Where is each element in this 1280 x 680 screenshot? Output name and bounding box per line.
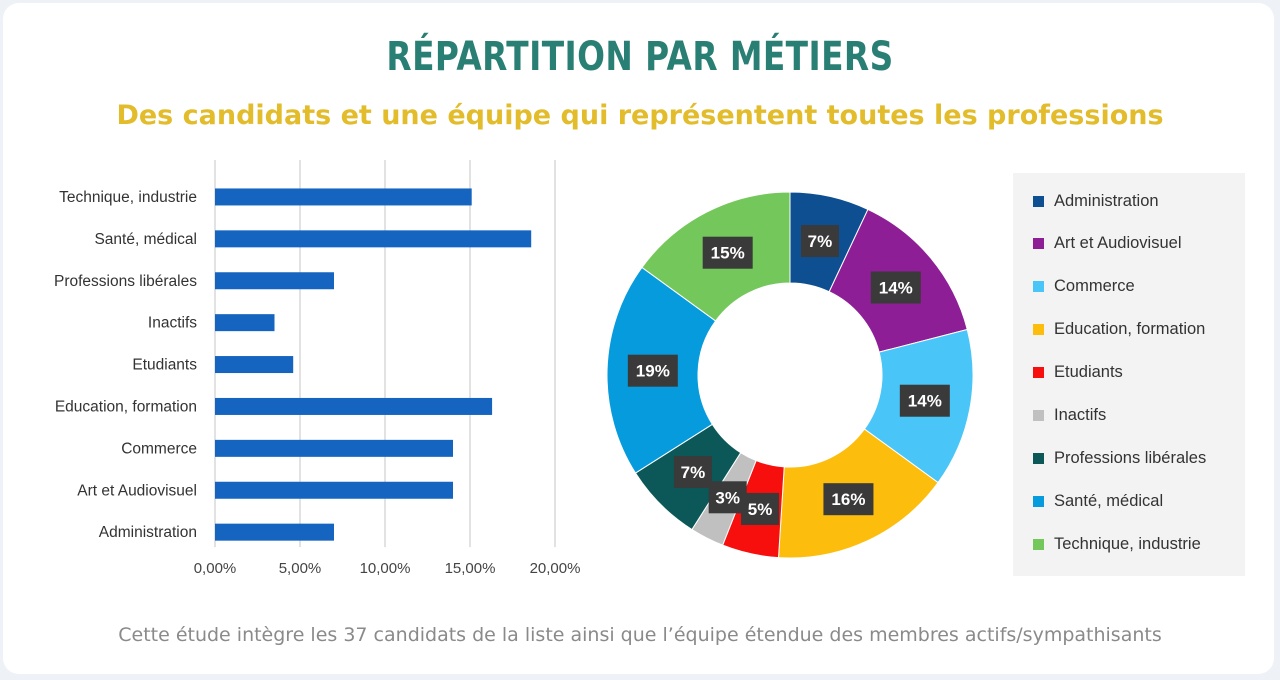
legend-label: Inactifs: [1054, 406, 1107, 424]
bar-category-label: Santé, médical: [94, 231, 197, 248]
bar-x-tick-label: 10,00%: [360, 560, 411, 577]
donut-label-box: [800, 225, 839, 258]
bar-x-tick-label: 15,00%: [445, 560, 496, 577]
legend-item: Etudiants: [1033, 361, 1123, 385]
donut-data-label: 15%: [711, 244, 745, 263]
donut-data-label: 7%: [681, 463, 706, 482]
donut-label-box: [870, 271, 921, 304]
legend-item: Professions libérales: [1033, 446, 1206, 470]
bar-category-label: Etudiants: [132, 357, 197, 374]
legend-swatch: [1033, 495, 1044, 507]
bar-mark: [215, 314, 275, 332]
donut-label-box: [627, 354, 678, 387]
legend-label: Art et Audiovisuel: [1054, 234, 1182, 253]
donut-chart: 7% 14% 14% 16% 5% 3% 7% 19% 15%: [606, 191, 974, 559]
legend-swatch: [1033, 452, 1044, 464]
bar-category-label: Art et Audiovisuel: [77, 482, 197, 499]
legend-swatch: [1033, 195, 1044, 207]
footnote: Cette étude intègre les 37 candidats de …: [118, 624, 1162, 646]
donut-label-box: [823, 483, 874, 516]
legend-item: Education, formation: [1033, 318, 1205, 342]
donut-legend: Administration Art et Audiovisuel Commerce…: [1013, 173, 1245, 576]
bar-mark: [215, 188, 472, 206]
bar-x-tick-label: 0,00%: [194, 560, 237, 577]
bar-category-label: Commerce: [121, 440, 197, 457]
donut-data-label: 14%: [908, 392, 942, 411]
legend-swatch: [1033, 538, 1044, 550]
legend-label: Commerce: [1054, 277, 1135, 296]
bar-category-label: Professions libérales: [54, 273, 197, 290]
donut-label-box: [673, 456, 712, 489]
legend-label: Santé, médical: [1054, 491, 1164, 510]
donut-label-box: [708, 481, 747, 514]
donut-label-box: [899, 384, 950, 417]
donut-data-label: 14%: [879, 279, 913, 298]
bar-category-label: Administration: [99, 524, 197, 541]
legend-label: Administration: [1054, 191, 1159, 210]
bar-mark: [215, 523, 334, 541]
legend-item: Inactifs: [1033, 404, 1106, 428]
bar-mark: [215, 272, 334, 290]
donut-label-box: [702, 236, 753, 269]
bar-x-tick-label: 20,00%: [530, 560, 581, 577]
legend-label: Professions libérales: [1054, 448, 1207, 467]
bar-category-label: Education, formation: [55, 398, 197, 415]
legend-swatch: [1033, 367, 1044, 379]
donut-data-label: 16%: [831, 490, 865, 509]
legend-label: Education, formation: [1054, 320, 1206, 339]
bar-x-tick-label: 5,00%: [279, 560, 322, 577]
legend-swatch: [1033, 324, 1044, 336]
bar-mark: [215, 439, 453, 457]
bar-mark: [215, 481, 453, 499]
bar-mark: [215, 230, 532, 248]
legend-label: Technique, industrie: [1054, 534, 1201, 553]
legend-item: Santé, médical: [1033, 489, 1163, 513]
donut-data-label: 3%: [715, 488, 740, 507]
legend-swatch: [1033, 410, 1044, 421]
legend-item: Technique, industrie: [1033, 532, 1201, 556]
donut-data-label: 5%: [748, 500, 773, 519]
donut-data-label: 19%: [636, 362, 670, 381]
legend-label: Etudiants: [1054, 363, 1123, 382]
donut-label-box: [741, 492, 780, 525]
bar-category-label: Technique, industrie: [59, 189, 197, 206]
legend-item: Administration: [1033, 189, 1159, 213]
bar-chart: 0,00% 5,00% 10,00% 15,00% 20,00% Technique, i…: [54, 160, 581, 577]
legend-swatch: [1033, 238, 1044, 250]
legend-item: Commerce: [1033, 275, 1135, 299]
page-title: RÉPARTITION PAR MÉTIERS: [386, 34, 894, 80]
bar-mark: [215, 356, 294, 374]
bar-mark: [215, 397, 493, 415]
donut-data-label: 7%: [808, 232, 833, 251]
legend-item: Art et Audiovisuel: [1033, 232, 1182, 256]
page-subtitle: Des candidats et une équipe qui représen…: [116, 100, 1164, 131]
bar-category-label: Inactifs: [148, 315, 197, 332]
legend-swatch: [1033, 281, 1044, 293]
